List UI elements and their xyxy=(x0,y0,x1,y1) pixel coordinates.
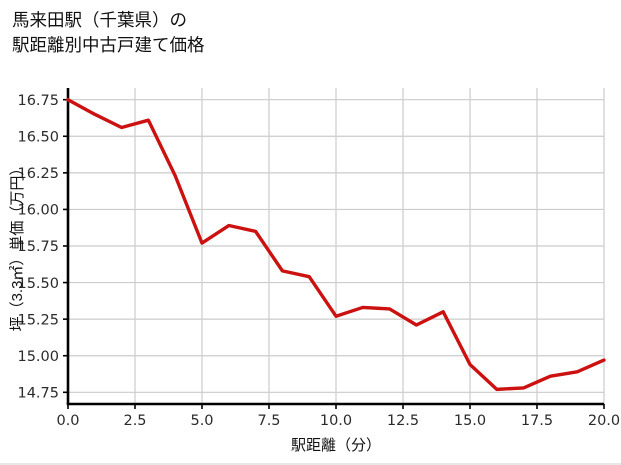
series-line xyxy=(66,97,606,392)
x-tick-label: 12.5 xyxy=(387,413,419,429)
y-axis-title: 坪（3.3㎡）単価（万円） xyxy=(9,161,26,332)
y-tick-label: 16.50 xyxy=(17,129,59,145)
x-axis-title: 駅距離（分） xyxy=(291,436,381,454)
x-tick-label: 0.0 xyxy=(56,413,79,429)
x-axis-title-text: 駅距離（分） xyxy=(291,436,381,454)
y-tick-label: 15.00 xyxy=(17,349,59,365)
y-axis-title-text: 坪（3.3㎡）単価（万円） xyxy=(9,161,26,332)
x-axis-ticks: 0.0 2.5 5.0 7.5 10.0 12.5 15.0 17.5 20.0 xyxy=(56,404,620,429)
x-tick-label: 15.0 xyxy=(454,413,486,429)
y-tick-label: 16.00 xyxy=(17,203,59,219)
data-line-series xyxy=(66,97,606,392)
x-tick-label: 17.5 xyxy=(521,413,553,429)
x-tick-label: 5.0 xyxy=(190,413,213,429)
chart-title: 馬来田駅（千葉県）の 駅距離別中古戸建て価格 xyxy=(12,10,205,56)
y-tick-label: 16.25 xyxy=(17,166,59,182)
x-tick-label: 20.0 xyxy=(588,413,620,429)
y-tick-label: 15.25 xyxy=(17,312,59,328)
x-tick-label: 2.5 xyxy=(123,413,146,429)
x-tick-label: 10.0 xyxy=(320,413,352,429)
y-tick-label: 15.75 xyxy=(17,239,59,255)
figure-bottom-divider xyxy=(0,463,621,465)
x-tick-label: 7.5 xyxy=(257,413,280,429)
y-axis-ticks: 14.75 15.00 15.25 15.50 15.75 16.00 16.25 16.50… xyxy=(17,93,68,401)
y-tick-label: 15.50 xyxy=(17,276,59,292)
y-tick-label: 14.75 xyxy=(17,385,59,401)
y-tick-label: 16.75 xyxy=(17,93,59,109)
